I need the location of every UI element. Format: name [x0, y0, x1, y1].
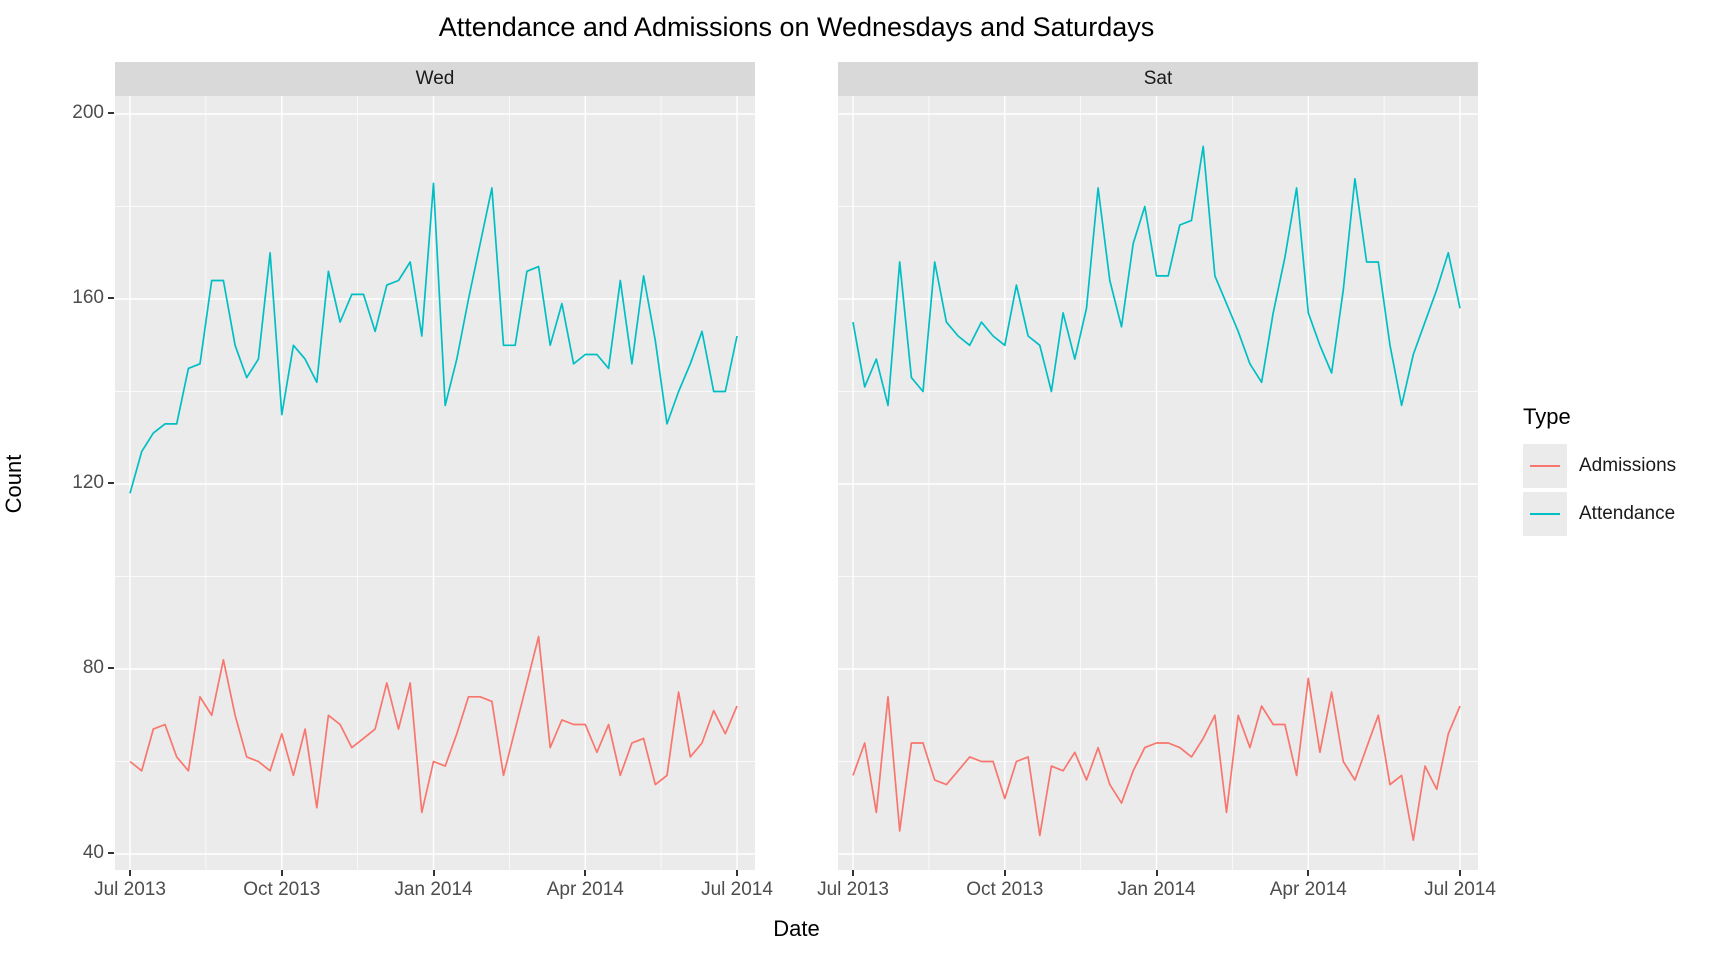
facet-strip-sat: Sat	[838, 62, 1478, 96]
y-axis-title: Count	[1, 454, 26, 514]
x-tick-label: Apr 2014	[1269, 879, 1347, 900]
legend-label-attendance: Attendance	[1579, 503, 1676, 524]
y-tick-mark	[108, 482, 114, 484]
y-tick-mark	[108, 297, 114, 299]
x-tick-label: Jan 2014	[1117, 879, 1196, 900]
admissions-line-swatch	[1530, 465, 1560, 467]
sat-attendance-line	[852, 145, 1461, 407]
x-tick-label: Jul 2014	[1424, 879, 1496, 900]
y-tick-label: 80	[82, 657, 104, 678]
y-tick-label: 120	[72, 472, 104, 493]
x-tick-label: Jul 2014	[701, 879, 773, 900]
wed-attendance-line	[129, 182, 738, 494]
y-tick-mark	[108, 852, 114, 854]
sat-admissions-line	[852, 677, 1461, 841]
plot-panel-sat	[838, 96, 1478, 870]
y-tick-mark	[108, 112, 114, 114]
x-tick-mark	[1307, 870, 1310, 876]
x-tick-mark	[584, 870, 587, 876]
legend-label-admissions: Admissions	[1579, 455, 1677, 476]
x-axis-title: Date	[773, 916, 820, 941]
x-tick-mark	[280, 870, 283, 876]
x-tick-mark	[1459, 870, 1461, 876]
x-tick-mark	[1155, 870, 1158, 876]
y-tick-label: 160	[72, 287, 104, 308]
y-tick-label: 200	[72, 102, 104, 123]
wed-panel-canvas	[115, 96, 755, 870]
facet-strip-sat-label: Sat	[1143, 68, 1173, 89]
x-tick-label: Jul 2013	[94, 879, 166, 900]
x-tick-label: Jul 2013	[817, 879, 889, 900]
facet-strip-wed: Wed	[115, 62, 755, 96]
x-tick-mark	[432, 870, 435, 876]
x-tick-mark	[852, 870, 854, 876]
chart-title: Attendance and Admissions on Wednesdays …	[438, 12, 1155, 42]
legend-title: Type	[1523, 404, 1571, 429]
legend-key-attendance	[1523, 492, 1567, 536]
y-tick-mark	[108, 667, 114, 669]
x-tick-label: Jan 2014	[394, 879, 473, 900]
x-tick-label: Oct 2013	[966, 879, 1044, 900]
y-tick-label: 40	[82, 842, 104, 863]
plot-panel-wed	[115, 96, 755, 870]
facet-strip-wed-label: Wed	[415, 68, 455, 89]
legend-entry-attendance: Attendance	[1523, 492, 1723, 536]
wed-admissions-line	[129, 635, 738, 814]
legend-entry-admissions: Admissions	[1523, 444, 1723, 488]
legend-key-admissions	[1523, 444, 1567, 488]
x-tick-mark	[129, 870, 131, 876]
x-tick-label: Oct 2013	[243, 879, 321, 900]
sat-panel-canvas	[838, 96, 1478, 870]
legend: Type Admissions Attendance	[1523, 404, 1723, 540]
x-tick-mark	[736, 870, 738, 876]
x-tick-label: Apr 2014	[546, 879, 624, 900]
attendance-line-swatch	[1530, 513, 1560, 515]
x-tick-mark	[1003, 870, 1006, 876]
